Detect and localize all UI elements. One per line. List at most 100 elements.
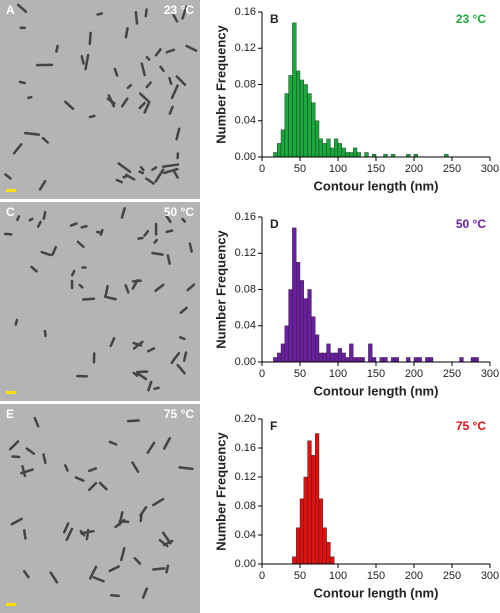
histogram-bar: [296, 527, 301, 565]
x-tick-label: 300: [481, 570, 499, 582]
nanorod: [152, 567, 166, 571]
nanorod: [55, 44, 59, 53]
nanorod: [79, 529, 86, 537]
temperature-label: 50 °C: [164, 205, 194, 219]
histogram-bar: [273, 357, 278, 363]
nanorod: [16, 3, 28, 13]
histogram-bar: [277, 352, 282, 363]
nanorod: [98, 481, 108, 491]
nanorod: [113, 67, 119, 77]
nanorod: [41, 136, 49, 144]
nanorod: [43, 329, 47, 338]
histogram-bar: [296, 70, 301, 158]
x-tick-label: 250: [443, 368, 461, 380]
histogram-bar: [296, 262, 301, 363]
histogram-bar: [459, 357, 464, 363]
histogram-bar: [330, 352, 335, 363]
histogram-bar: [303, 298, 308, 363]
x-tick-label: 0: [259, 570, 265, 582]
nanorod: [82, 297, 96, 301]
histogram-bar: [391, 357, 396, 363]
nanorod: [65, 527, 74, 541]
histogram-bar: [345, 152, 350, 158]
nanorod: [140, 62, 146, 77]
nanorod: [23, 529, 27, 540]
nanorod: [107, 93, 116, 108]
nanorod: [120, 207, 126, 219]
nanorod: [145, 177, 155, 185]
nanorod: [182, 351, 188, 362]
histogram-bar: [345, 357, 350, 363]
histogram-bar: [337, 143, 342, 158]
histogram-bar: [360, 357, 365, 363]
nanorod: [96, 12, 104, 16]
nanorod: [88, 114, 96, 119]
y-tick-label: 0.00: [235, 151, 256, 163]
nanorod: [168, 105, 174, 115]
nanorod: [139, 506, 148, 517]
nanorod: [146, 347, 156, 353]
histogram-bar: [303, 476, 308, 565]
nanorod: [131, 461, 140, 473]
nanorod: [42, 453, 47, 465]
nanorod: [151, 166, 158, 172]
micrograph: [0, 0, 200, 199]
nanorod: [172, 13, 179, 23]
nanorod: [165, 229, 174, 234]
x-tick-label: 50: [294, 163, 306, 175]
nanorod: [124, 27, 129, 39]
histogram-bar: [311, 102, 316, 158]
nanorod: [16, 215, 21, 222]
nanorod: [147, 380, 153, 392]
y-axis-label: Number Frequency: [213, 229, 228, 348]
nanorod: [164, 213, 172, 224]
histogram-bar: [280, 129, 285, 158]
histogram-bar: [318, 352, 323, 363]
nanorod: [154, 283, 165, 293]
nanorod: [42, 210, 47, 221]
x-tick-label: 200: [405, 570, 423, 582]
histogram-bar: [406, 357, 411, 363]
y-tick-label: 0.12: [235, 42, 256, 54]
nanorod: [153, 238, 159, 244]
nanorod: [64, 464, 69, 472]
nanorod: [152, 497, 165, 507]
histogram-bar: [394, 357, 399, 363]
nanorod: [49, 571, 59, 584]
nanorod: [176, 363, 186, 375]
x-tick-label: 200: [405, 368, 423, 380]
x-tick-label: 300: [481, 163, 499, 175]
y-tick-label: 0.20: [235, 413, 256, 425]
nanorod: [14, 318, 19, 326]
nanorod: [172, 169, 179, 179]
nanorod: [18, 80, 26, 85]
nanorod: [161, 163, 180, 168]
nanorod: [165, 48, 176, 54]
histogram-bar: [379, 357, 384, 363]
nanorod: [104, 284, 109, 298]
nanorod: [62, 522, 70, 534]
nanorod: [143, 229, 150, 237]
nanorod: [69, 222, 78, 227]
x-axis-label: Contour length (nm): [314, 585, 439, 600]
nanorod: [21, 465, 27, 478]
histogram-bar: [288, 75, 293, 158]
nanorod: [38, 179, 47, 191]
nanorod: [136, 372, 148, 381]
nanorod: [12, 143, 23, 155]
histogram-bar: [326, 343, 331, 363]
nanorod: [181, 5, 188, 20]
nanorod: [145, 81, 152, 89]
histogram-bar: [334, 352, 339, 363]
nanorod: [185, 44, 198, 52]
histogram-bar: [356, 152, 361, 158]
nanorod: [170, 84, 179, 100]
nanorod: [51, 245, 57, 256]
x-tick-label: 100: [329, 368, 347, 380]
histogram-bar: [364, 152, 369, 158]
scale-bar: [6, 189, 16, 192]
nanorod: [80, 55, 85, 65]
nanorod: [153, 386, 160, 391]
nanorod: [10, 517, 23, 526]
histogram-bar: [356, 357, 361, 363]
